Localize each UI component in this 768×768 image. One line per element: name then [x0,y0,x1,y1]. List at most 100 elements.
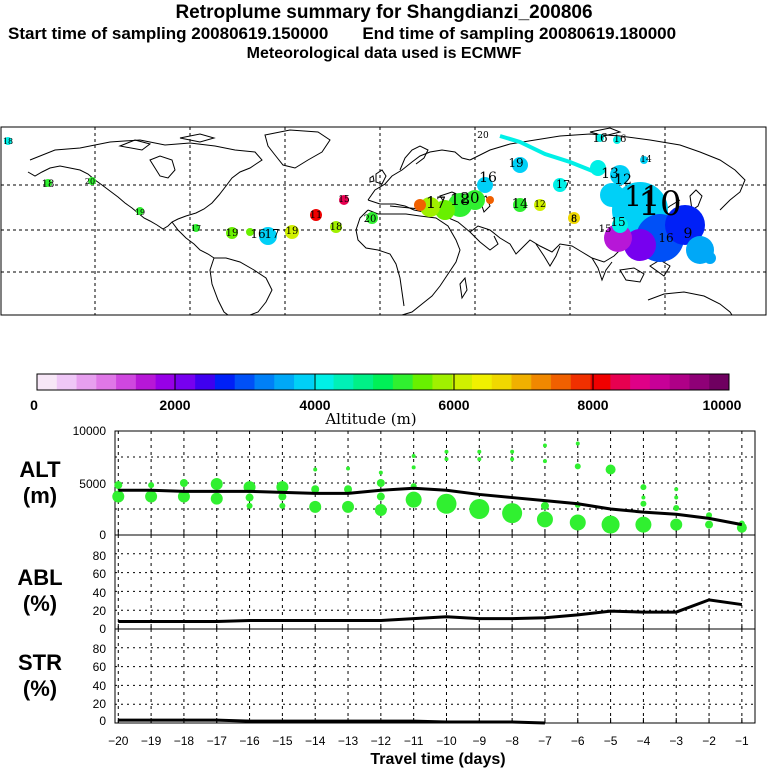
colorbar-swatch-17 [373,374,394,390]
plume-marker-13 [477,177,493,193]
abl-ytick-80: 80 [93,549,107,563]
plume-marker-25 [339,195,349,205]
retroplume-label-26: 15 [599,224,612,235]
x-tick-label-1: −1 [735,734,749,748]
x-tick-label-11: −11 [404,734,424,748]
str-ytick-20: 20 [93,697,107,711]
colorbar-swatch-33 [689,374,710,390]
alt-point-44 [575,441,580,446]
alt-ytick-10000: 10000 [73,424,107,438]
alt-point-52 [673,504,680,511]
colorbar-swatch-34 [709,374,730,390]
retroplume-label-7: 17 [264,227,279,241]
retroplume-label-22: 10 [638,184,681,224]
retroplume-label-30: 18 [3,137,13,146]
abl-ytick-0: 0 [99,622,106,636]
alt-point-10 [246,502,253,509]
alt-point-46 [605,464,616,475]
colorbar-title: Altitude (m) [324,410,416,428]
retroplume-label-25: 14 [640,155,652,165]
africa-coast [355,209,461,316]
str-line [118,718,545,725]
retroplume-label-1: 20 [477,131,489,141]
alt-point-45 [601,515,620,534]
alt-point-36 [510,457,515,462]
cb-tick-8000: 8000 [577,397,608,413]
plume-marker-28 [486,196,494,204]
plume-trail [499,134,596,174]
alt-point-4 [177,490,190,503]
colorbar-swatch-1 [56,374,78,390]
south-america-coast [209,257,273,316]
abl-frame [114,534,756,630]
colorbar-swatch-30 [630,374,651,390]
alt-point-47 [635,516,652,533]
alt-point-8 [245,493,254,502]
plume-dot-5 [246,228,254,236]
alt-point-33 [477,457,482,462]
abl-ytick-40: 40 [93,586,107,600]
colorbar-swatch-18 [392,374,414,390]
alt-point-6 [210,492,223,505]
x-tick-label-9: −9 [472,734,486,748]
retroplume-label-29: 20 [85,177,95,186]
madagascar [459,276,468,300]
colorbar-swatch-19 [412,374,433,390]
alt-point-7 [210,478,223,491]
x-tick-label-6: −6 [571,734,585,748]
sampling-times: Start time of sampling 20080619.150000 En… [8,24,676,44]
north-america-coast [27,139,263,230]
alt-point-32 [477,449,482,454]
retroplume-markers [4,134,716,264]
plume-dot-4 [192,224,200,232]
x-tick-label-13: −13 [338,734,359,748]
alt-point-34 [502,503,523,524]
retroplume-label-34: 19 [226,228,239,239]
retroplume-label-21: 11 [624,180,660,213]
colorbar-swatch-8 [195,374,216,390]
x-axis-label: Travel time (days) [370,751,505,768]
abl-ytick-20: 20 [93,604,107,618]
alt-point-37 [536,511,553,528]
plume-marker-23 [310,209,322,221]
retroplume-label-32: 15 [338,195,350,205]
retroplume-label-9: 18 [330,222,343,233]
x-tick-label-18: −18 [174,734,195,748]
alt-point-31 [469,499,490,519]
plume-marker-11 [435,200,455,220]
alt-point-20 [376,492,385,501]
alt-panel: 10000 5000 0 [73,424,756,542]
colorbar-swatch-16 [353,374,374,390]
alt-point-43 [574,463,581,470]
colorbar-swatch-21 [452,374,473,390]
colorbar-swatch-14 [313,374,335,390]
scandinavia [399,145,429,171]
str-grid [115,629,755,723]
retroplume-label-23: 16 [614,134,627,145]
x-tick-label-5: −5 [604,734,618,748]
cb-tick-10000: 10000 [703,397,742,413]
retroplume-label-17: 19 [508,156,523,170]
retroplume-label-3: 19 [135,208,145,217]
str-ytick-80: 80 [93,642,107,656]
abl-line [118,598,743,623]
alt-point-11 [278,492,287,501]
retroplume-label-27: 9 [684,226,693,242]
plume-marker-6 [610,165,630,185]
alt-point-35 [510,449,515,454]
central-america-coast [171,221,215,259]
alt-point-54 [674,487,679,492]
alt-point-29 [444,449,449,454]
colorbar-swatch-13 [294,374,315,390]
plume-dot-7 [613,136,621,144]
plume-dot-0 [4,137,12,145]
alt-point-17 [344,485,353,494]
alt-ytick-5000: 5000 [79,477,106,491]
str-frame [114,628,756,724]
x-tick-labels: −20 −19 −18 −17 −16 −15 −14 −13 −12 −11 −10 −9 −8 −7 −… [108,734,749,748]
alt-point-48 [640,500,647,507]
colorbar-swatch-22 [471,374,493,390]
retroplume-label-12: 16 [479,170,497,186]
